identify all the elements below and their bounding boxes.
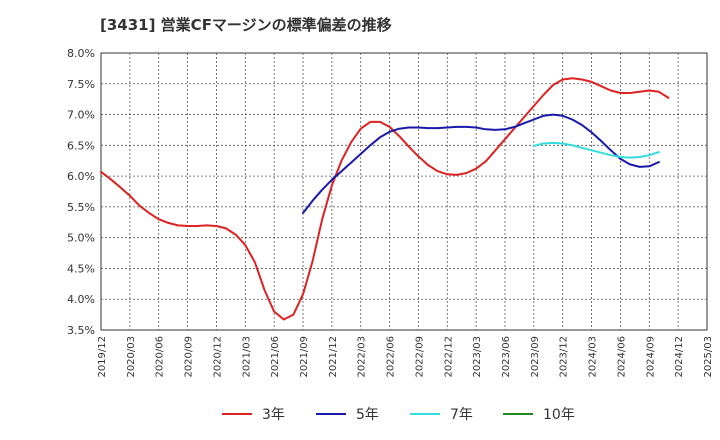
- x-tick-label: 2022/03: [357, 336, 368, 378]
- x-tick-label: 2022/12: [443, 336, 454, 378]
- x-tick-label: 2023/09: [530, 336, 541, 378]
- x-tick-label: 2025/03: [703, 336, 714, 378]
- x-tick-label: 2024/03: [588, 336, 599, 378]
- y-tick-label: 7.0%: [67, 109, 95, 122]
- plot-area: [100, 52, 708, 331]
- series-line-1: [100, 77, 670, 321]
- chart-title: [3431] 営業CFマージンの標準偏差の推移: [100, 16, 392, 34]
- x-tick-label: 2024/12: [674, 336, 685, 378]
- legend-label-1: 3年: [262, 407, 285, 423]
- y-tick-label: 4.0%: [67, 293, 95, 306]
- legend-label-3: 7年: [450, 407, 473, 423]
- y-tick-label: 5.5%: [67, 201, 95, 214]
- y-tick-label: 7.5%: [67, 78, 95, 91]
- x-tick-label: 2022/06: [386, 336, 397, 378]
- x-tick-label: 2024/06: [616, 336, 627, 378]
- series-line-3: [532, 141, 660, 159]
- y-tick-label: 6.0%: [67, 170, 95, 183]
- y-tick-label: 5.0%: [67, 232, 95, 245]
- x-tick-label: 2023/12: [559, 336, 570, 378]
- x-tick-label: 2020/09: [184, 336, 195, 378]
- legend-label-4: 10年: [543, 407, 575, 423]
- x-tick-label: 2021/06: [270, 336, 281, 378]
- x-tick-label: 2024/09: [645, 336, 656, 378]
- x-tick-label: 2019/12: [97, 336, 108, 378]
- x-tick-label: 2020/03: [126, 336, 137, 378]
- x-tick-label: 2021/12: [328, 336, 339, 378]
- series-line-2: [302, 113, 660, 214]
- x-tick-label: 2022/09: [414, 336, 425, 378]
- y-tick-label: 3.5%: [67, 324, 95, 337]
- x-tick-label: 2021/03: [241, 336, 252, 378]
- x-tick-label: 2020/12: [212, 336, 223, 378]
- x-tick-label: 2021/09: [299, 336, 310, 378]
- y-tick-label: 8.0%: [67, 47, 95, 60]
- x-tick-label: 2020/06: [155, 336, 166, 378]
- x-tick-label: 2023/03: [472, 336, 483, 378]
- x-tick-label: 2023/06: [501, 336, 512, 378]
- legend-label-2: 5年: [356, 407, 379, 423]
- y-tick-label: 6.5%: [67, 139, 95, 152]
- y-tick-label: 4.5%: [67, 262, 95, 275]
